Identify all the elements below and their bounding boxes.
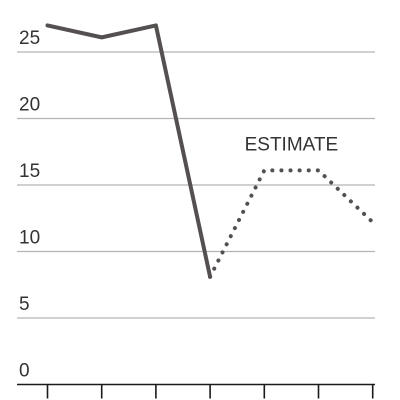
y-axis-labels: 0 5 10 15 20 25 (19, 28, 40, 382)
y-tick-label: 10 (19, 228, 40, 249)
y-tick-label: 5 (19, 294, 30, 315)
y-tick-label: 25 (19, 28, 40, 49)
x-axis (17, 383, 375, 399)
y-tick-label: 0 (19, 361, 30, 382)
actual-series-line (45, 23, 213, 279)
gridlines (17, 51, 375, 319)
estimate-series-line (208, 168, 375, 279)
estimate-annotation: ESTIMATE (245, 134, 339, 155)
y-tick-label: 15 (19, 161, 40, 182)
series-lines (45, 23, 375, 279)
y-tick-label: 20 (19, 95, 40, 116)
annotations: ESTIMATE (245, 134, 339, 155)
